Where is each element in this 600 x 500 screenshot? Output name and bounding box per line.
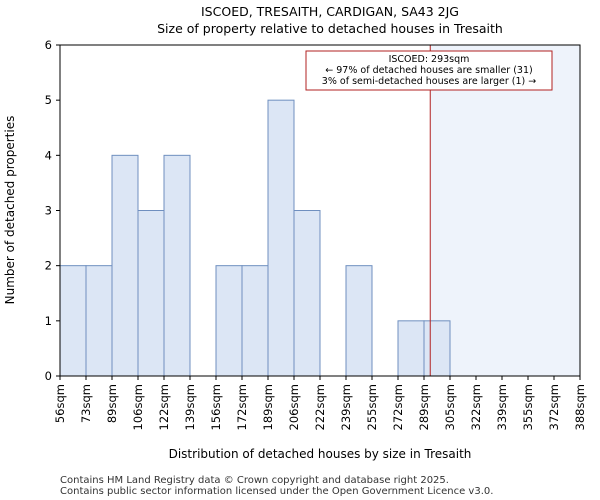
x-tick-label: 89sqm	[105, 384, 119, 423]
chart-subtitle: Size of property relative to detached ho…	[157, 21, 503, 36]
chart-title: ISCOED, TRESAITH, CARDIGAN, SA43 2JG	[201, 4, 459, 19]
y-tick-label: 6	[45, 38, 52, 52]
y-tick-label: 5	[45, 93, 52, 107]
x-tick-label: 73sqm	[79, 384, 93, 423]
histogram-bar	[423, 320, 451, 377]
x-tick-label: 322sqm	[469, 384, 483, 430]
x-tick-label: 272sqm	[391, 384, 405, 430]
x-tick-label: 222sqm	[313, 384, 327, 430]
footer-line-2: Contains public sector information licen…	[60, 486, 493, 497]
histogram-bar	[293, 210, 321, 377]
histogram-bar	[111, 154, 139, 377]
histogram-bar	[241, 265, 269, 377]
y-axis-label: Number of detached properties	[3, 116, 17, 305]
x-tick-label: 239sqm	[339, 384, 353, 430]
x-tick-label: 355sqm	[521, 384, 535, 430]
y-tick-label: 0	[45, 369, 52, 383]
y-tick-label: 2	[45, 259, 52, 273]
histogram-bar	[397, 320, 425, 377]
y-tick-label: 3	[45, 204, 52, 218]
bars-group	[59, 99, 451, 377]
histogram-bar	[59, 265, 87, 377]
x-axis-label: Distribution of detached houses by size …	[169, 447, 472, 461]
x-tick-label: 255sqm	[365, 384, 379, 430]
histogram-bar	[85, 265, 113, 377]
x-tick-label: 139sqm	[183, 384, 197, 430]
x-tick-label: 339sqm	[495, 384, 509, 430]
x-tick-label: 206sqm	[287, 384, 301, 430]
x-tick-label: 56sqm	[53, 384, 67, 423]
histogram-bar	[215, 265, 243, 377]
x-tick-label: 122sqm	[157, 384, 171, 430]
x-tick-label: 388sqm	[573, 384, 587, 430]
annotation-line-2: ← 97% of detached houses are smaller (31…	[325, 65, 532, 76]
annotation-line-3: 3% of semi-detached houses are larger (1…	[322, 76, 536, 87]
x-tick-label: 372sqm	[547, 384, 561, 430]
histogram-bar	[163, 154, 191, 377]
annotation-frame	[305, 50, 553, 91]
x-tick-label: 305sqm	[443, 384, 457, 430]
property-highlight-region	[430, 45, 580, 376]
y-tick-label: 1	[45, 314, 52, 328]
histogram-bar	[345, 265, 373, 377]
histogram-bar	[267, 99, 295, 377]
histogram-bar	[137, 210, 165, 377]
y-axis-ticks: 0 1 2 3 4 5 6	[45, 38, 60, 383]
annotation-box: ISCOED: 293sqm ← 97% of detached houses …	[305, 50, 553, 91]
footer-line-1: Contains HM Land Registry data © Crown c…	[60, 475, 449, 486]
x-tick-label: 189sqm	[261, 384, 275, 430]
annotation-line-1: ISCOED: 293sqm	[389, 54, 470, 65]
x-tick-label: 106sqm	[131, 384, 145, 430]
x-axis-ticks: 56sqm 73sqm 89sqm 106sqm 122sqm 139sqm 156sqm 1…	[53, 376, 587, 430]
x-tick-label: 156sqm	[209, 384, 223, 430]
x-tick-label: 172sqm	[235, 384, 249, 430]
x-tick-label: 289sqm	[417, 384, 431, 430]
y-tick-label: 4	[45, 148, 52, 162]
